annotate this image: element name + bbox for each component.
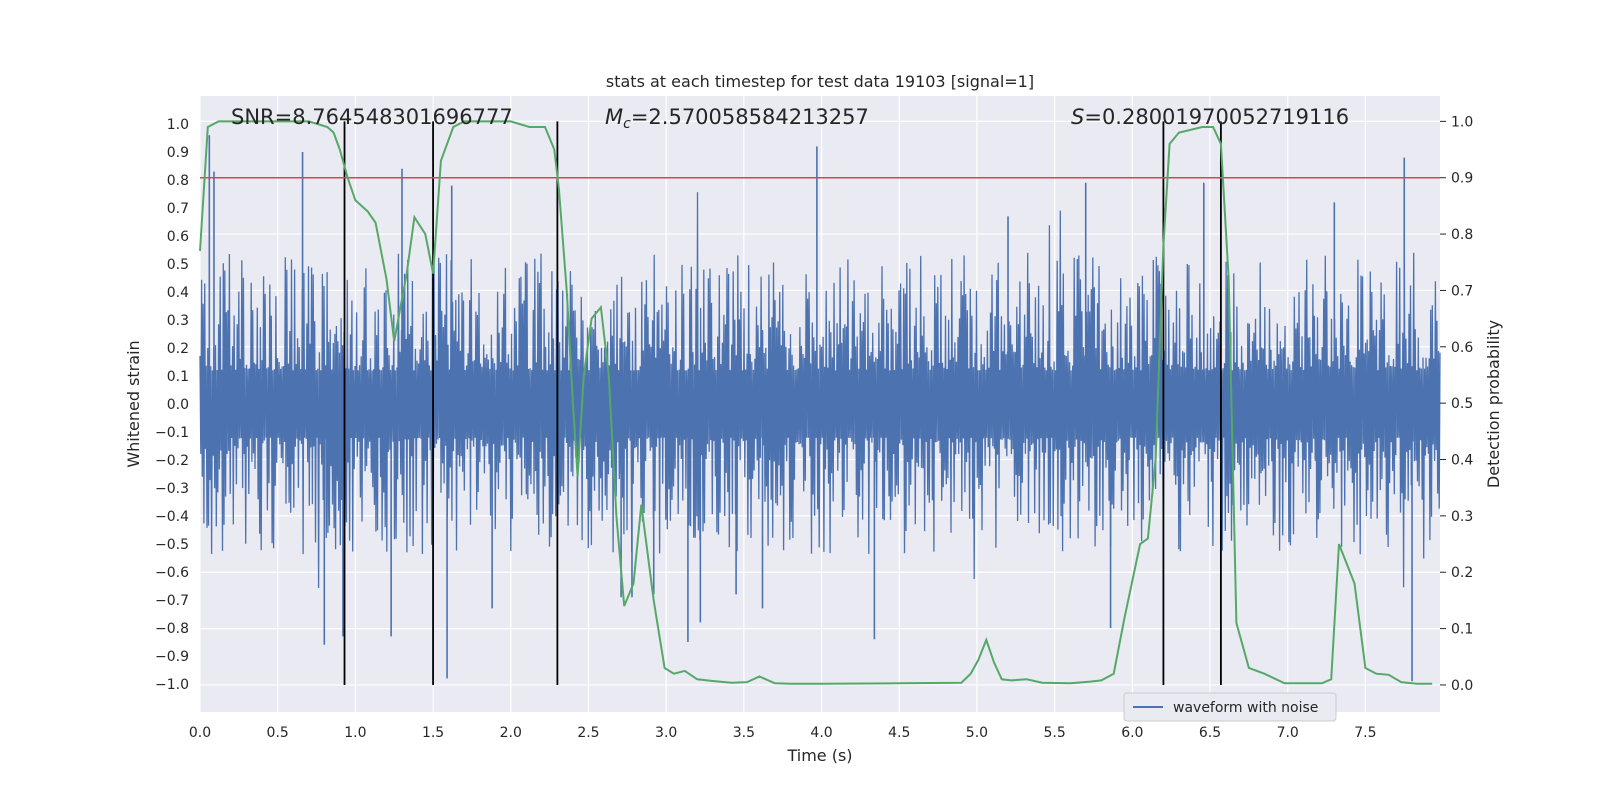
x-tick-label: 4.0 (810, 725, 832, 741)
y-tick-label: 0.4 (167, 285, 189, 301)
y2-tick-label: 0.7 (1451, 283, 1473, 299)
chirp-mass-annotation: Mc=2.570058584213257 (605, 105, 869, 132)
x-tick-label: 6.0 (1121, 725, 1143, 741)
y-tick-label: 0.8 (167, 173, 189, 189)
y-tick-label: −0.8 (155, 621, 189, 637)
y-tick-label: 0.0 (167, 397, 189, 413)
y2-tick-label: 0.2 (1451, 565, 1473, 581)
y-tick-label: 0.3 (167, 313, 189, 329)
spin-annotation: S=0.28001970052719116 (1071, 105, 1349, 129)
x-tick-label: 5.5 (1044, 725, 1066, 741)
snr-annotation: SNR=8.764548301696777 (231, 105, 513, 129)
vertical-lines (343, 121, 1222, 685)
waveform-noise-line (199, 192, 1441, 589)
y2-tick-label: 0.3 (1451, 509, 1473, 525)
y-tick-label: −0.1 (155, 425, 189, 441)
x-tick-label: 0.5 (267, 725, 289, 741)
y2-tick-label: 1.0 (1451, 114, 1473, 130)
y2-tick-label: 0.1 (1451, 622, 1473, 638)
y2-tick-label: 0.4 (1451, 453, 1473, 469)
detection-probability-series (199, 120, 1433, 685)
x-tick-label: 5.0 (966, 725, 988, 741)
y-tick-label: 1.0 (167, 117, 189, 133)
x-tick-label: 3.5 (733, 725, 755, 741)
y-tick-label: −0.6 (155, 565, 189, 581)
x-axis-label: Time (s) (786, 746, 852, 765)
x-tick-label: 2.0 (500, 725, 522, 741)
y2-axis-label: Detection probability (1484, 320, 1503, 488)
y-tick-label: 0.7 (167, 201, 189, 217)
y2-tick-label: 0.5 (1451, 396, 1473, 412)
x-tick-label: 3.0 (655, 725, 677, 741)
y-tick-label: 0.9 (167, 145, 189, 161)
x-tick-label: 7.5 (1354, 725, 1376, 741)
legend-label: waveform with noise (1173, 700, 1318, 716)
x-tick-label: 0.0 (189, 725, 211, 741)
x-tick-label: 4.5 (888, 725, 910, 741)
y-tick-label: −0.5 (155, 537, 189, 553)
y-tick-label: −0.9 (155, 649, 189, 665)
y-tick-label: −0.3 (155, 481, 189, 497)
y2-tick-label: 0.6 (1451, 340, 1473, 356)
y-tick-label: −0.7 (155, 593, 189, 609)
y-tick-label: −0.2 (155, 453, 189, 469)
x-tick-label: 7.0 (1277, 725, 1299, 741)
y2-tick-label: 0.0 (1451, 678, 1473, 694)
y-tick-labels: 1.0 0.9 0.8 0.7 0.6 0.5 0.4 0.3 0.2 0.1 0.0 −0.1 −0.… (155, 117, 189, 693)
y-tick-label: 0.5 (167, 257, 189, 273)
y-tick-label: 0.2 (167, 341, 189, 357)
x-tick-label: 1.0 (344, 725, 366, 741)
x-tick-label: 6.5 (1199, 725, 1221, 741)
y2-tick-labels: 1.0 0.9 0.8 0.7 0.6 0.5 0.4 0.3 0.2 0.1 0.0 (1440, 114, 1473, 694)
y-axis-label: Whitened strain (124, 340, 143, 467)
legend-box (1123, 692, 1337, 722)
y2-tick-label: 0.9 (1451, 171, 1473, 187)
y-tick-label: 0.1 (167, 369, 189, 385)
y-tick-label: −0.4 (155, 509, 189, 525)
y-tick-label: −1.0 (155, 677, 189, 693)
x-tick-label: 1.5 (422, 725, 444, 741)
y2-tick-label: 0.8 (1451, 227, 1473, 243)
y-tick-label: 0.6 (167, 229, 189, 245)
legend: waveform with noise (1123, 692, 1337, 722)
x-tick-label: 2.5 (577, 725, 599, 741)
x-tick-labels: 0.0 0.5 1.0 1.5 2.0 2.5 3.0 3.5 4.0 4.5 5.0 5.5 6.0 6… (189, 725, 1377, 741)
waveform-series (199, 135, 1441, 682)
chart-title: stats at each timestep for test data 191… (606, 72, 1034, 91)
